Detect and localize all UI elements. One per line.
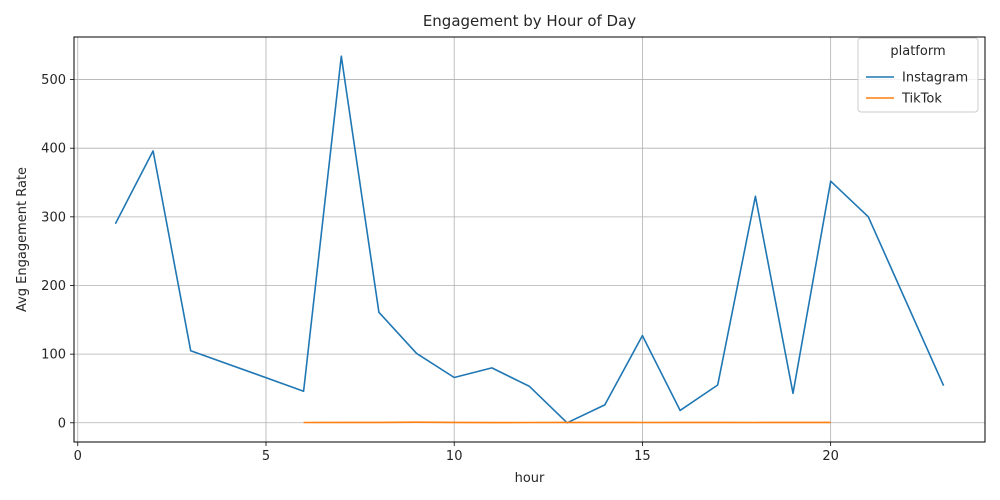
x-tick-label: 5: [262, 449, 270, 464]
legend: platform Instagram TikTok: [857, 37, 979, 113]
data-point-tiktok: [453, 422, 455, 424]
data-point-tiktok: [679, 422, 681, 424]
y-tick-label: 400: [41, 142, 66, 157]
data-point-tiktok: [566, 422, 568, 424]
data-point-tiktok: [529, 422, 531, 424]
data-point-instagram: [642, 335, 644, 337]
y-axis-title: Avg Engagement Rate: [15, 167, 30, 312]
y-tick-label: 300: [41, 210, 66, 225]
data-point-instagram: [792, 392, 794, 394]
data-point-tiktok: [378, 422, 380, 424]
data-point-instagram: [604, 404, 606, 406]
x-tick-label: 10: [446, 449, 463, 464]
data-point-instagram: [717, 384, 719, 386]
data-point-tiktok: [604, 422, 606, 424]
x-axis-title: hour: [515, 471, 545, 486]
data-point-instagram: [115, 223, 117, 225]
y-tick-label: 200: [41, 279, 66, 294]
data-point-tiktok: [642, 422, 644, 424]
y-tick-label: 0: [58, 416, 66, 431]
data-point-tiktok: [340, 422, 342, 424]
data-point-instagram: [190, 350, 192, 352]
data-point-instagram: [152, 150, 154, 152]
data-point-instagram: [943, 385, 945, 387]
plot-frame: [73, 36, 986, 443]
data-point-tiktok: [416, 421, 418, 423]
data-point-instagram: [529, 386, 531, 388]
series-line-instagram: [114, 55, 945, 424]
data-point-instagram: [868, 216, 870, 218]
data-point-instagram: [378, 311, 380, 313]
data-point-instagram: [491, 367, 493, 369]
y-tick-label: 100: [41, 348, 66, 363]
data-point-instagram: [340, 55, 342, 57]
y-tick-label: 500: [41, 73, 66, 88]
data-point-instagram: [303, 390, 305, 392]
legend-label-tiktok: TikTok: [901, 92, 942, 107]
data-point-instagram: [679, 410, 681, 412]
data-point-instagram: [453, 377, 455, 379]
legend-label-instagram: Instagram: [902, 71, 968, 86]
data-point-tiktok: [792, 422, 794, 424]
data-point-tiktok: [491, 422, 493, 424]
data-point-instagram: [755, 195, 757, 197]
chart-title: Engagement by Hour of Day: [423, 12, 636, 30]
data-point-tiktok: [717, 422, 719, 424]
series-layer: [114, 55, 945, 424]
x-tick-label: 20: [822, 449, 839, 464]
data-point-tiktok: [303, 422, 305, 424]
data-point-instagram: [416, 353, 418, 355]
data-point-instagram: [830, 180, 832, 182]
data-point-tiktok: [755, 422, 757, 424]
x-tick-label: 0: [74, 449, 82, 464]
data-point-tiktok: [830, 422, 832, 424]
x-tick-label: 15: [634, 449, 651, 464]
legend-title: platform: [890, 44, 945, 59]
legend-box: [857, 37, 979, 113]
